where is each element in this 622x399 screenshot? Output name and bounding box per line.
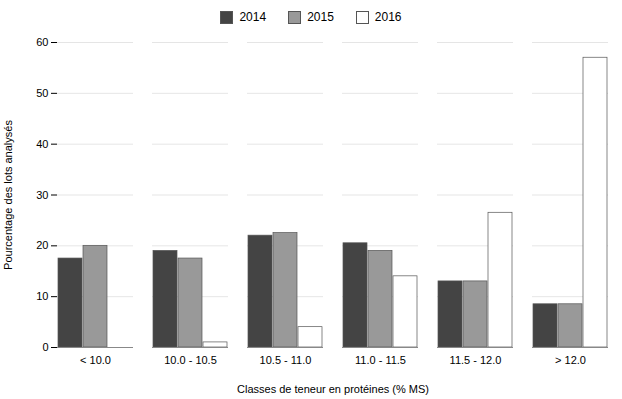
- svg-text:30: 30: [36, 189, 48, 201]
- svg-text:Classes de teneur en protéines: Classes de teneur en protéines (% MS): [237, 383, 429, 395]
- svg-text:40: 40: [36, 138, 48, 150]
- svg-text:11.0 - 11.5: 11.0 - 11.5: [355, 354, 406, 366]
- svg-text:60: 60: [36, 36, 48, 48]
- svg-text:> 12.0: > 12.0: [555, 354, 586, 366]
- svg-text:10.0 - 10.5: 10.0 - 10.5: [164, 354, 217, 366]
- svg-text:Pourcentage des lots analysés: Pourcentage des lots analysés: [2, 120, 14, 270]
- svg-text:20: 20: [36, 239, 48, 251]
- svg-text:< 10.0: < 10.0: [80, 354, 111, 366]
- html-text:2015: 2015: [307, 10, 334, 24]
- svg-text:50: 50: [36, 87, 48, 99]
- html-text:2016: 2016: [374, 10, 402, 24]
- svg-text:10.5 - 11.0: 10.5 - 11.0: [260, 354, 312, 366]
- html-text:2014: 2014: [239, 10, 267, 24]
- svg-text:0: 0: [42, 341, 48, 353]
- svg-text:10: 10: [36, 290, 48, 302]
- svg-text:11.5 - 12.0: 11.5 - 12.0: [450, 354, 502, 366]
